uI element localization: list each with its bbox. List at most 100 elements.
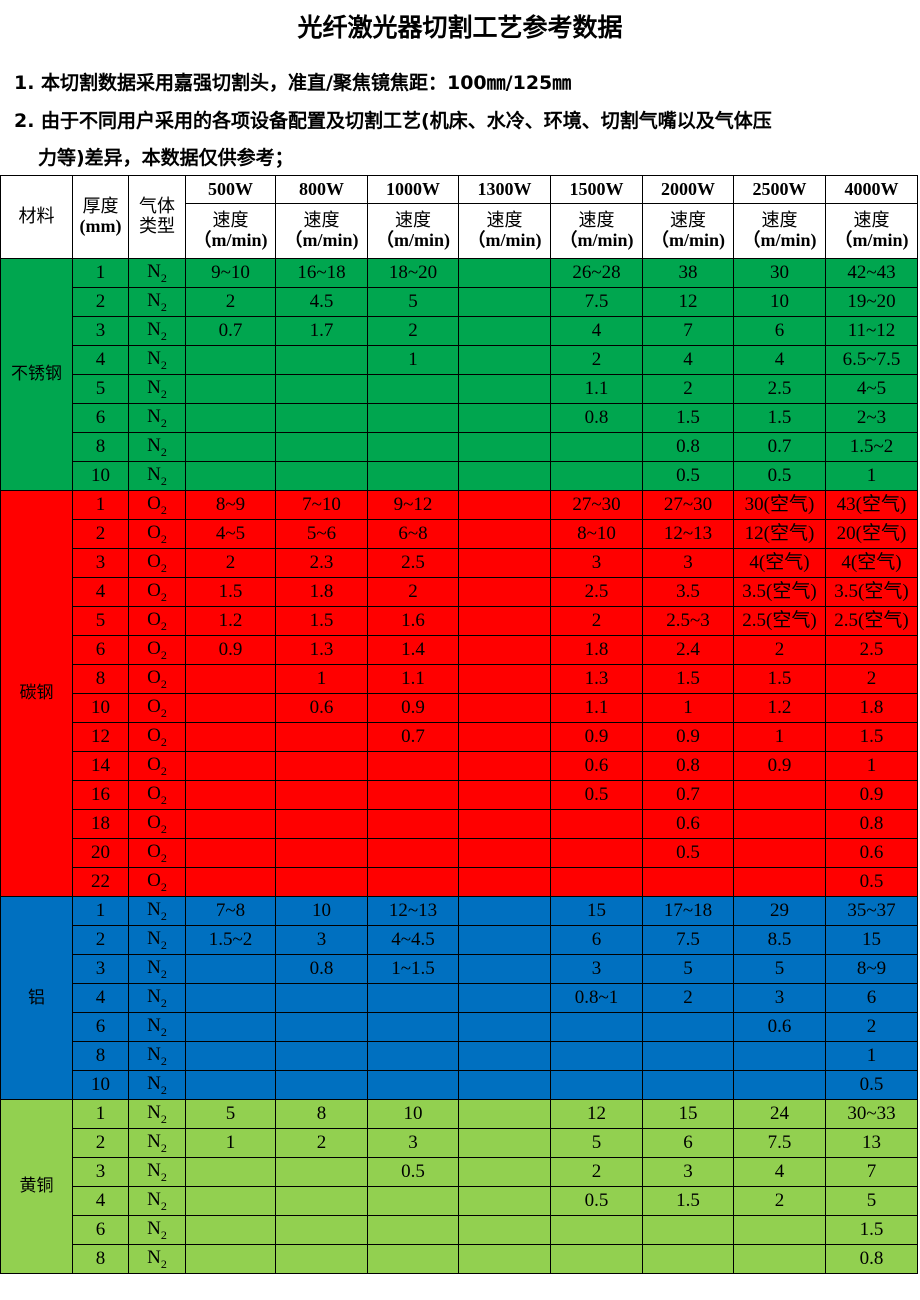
speed-cell xyxy=(185,374,276,404)
gas-cell: O2 xyxy=(128,809,186,839)
thickness-cell: 3 xyxy=(72,316,129,346)
speed-cell xyxy=(550,1215,643,1245)
gas-subscript: 2 xyxy=(160,1169,167,1184)
speed-cell: 1 xyxy=(825,751,918,781)
speed-cell xyxy=(185,954,276,984)
header-speed-label: 速度 xyxy=(578,210,615,232)
header-thickness-label: 厚度 xyxy=(82,196,119,218)
page-title: 光纤激光器切割工艺参考数据 xyxy=(297,13,623,42)
gas-subscript: 2 xyxy=(160,473,167,488)
header-speed-unit: （m/min) xyxy=(284,230,359,250)
speed-cell xyxy=(733,838,826,868)
table-row: 2 O2 4~5 5~6 6~8 8~10 12~13 12(空气) 20(空气) xyxy=(0,519,918,549)
speed-cell: 2 xyxy=(825,1012,918,1042)
speed-cell: 0.9 xyxy=(733,751,826,781)
speed-cell: 1 xyxy=(825,1041,918,1071)
thickness-cell: 10 xyxy=(72,693,129,723)
material-cell: 碳钢 xyxy=(0,490,73,897)
speed-cell xyxy=(367,1041,459,1071)
speed-cell xyxy=(642,867,734,897)
gas-subscript: 2 xyxy=(160,705,167,720)
header-speed-label: 速度 xyxy=(761,210,798,232)
gas-subscript: 2 xyxy=(160,908,167,923)
gas-symbol: N xyxy=(147,260,161,282)
speed-cell xyxy=(275,432,368,462)
table-row: 10 N2 0.5 xyxy=(0,1070,918,1100)
speed-cell: 2.5 xyxy=(367,548,459,578)
speed-cell: 6 xyxy=(733,316,826,346)
header-speed-label: 速度 xyxy=(670,210,706,232)
speed-cell: 0.6 xyxy=(642,809,734,839)
speed-cell xyxy=(458,1070,551,1100)
table-row: 6 O2 0.9 1.3 1.4 1.8 2.4 2 2.5 xyxy=(0,635,918,665)
speed-cell: 5 xyxy=(367,287,459,317)
speed-cell xyxy=(185,1157,276,1187)
table-row: 8 O2 1 1.1 1.3 1.5 1.5 2 xyxy=(0,664,918,694)
gas-cell: O2 xyxy=(128,635,186,665)
speed-cell: 6~8 xyxy=(367,519,459,549)
speed-cell xyxy=(458,548,551,578)
speed-cell: 13 xyxy=(825,1128,918,1158)
thickness-cell: 20 xyxy=(72,838,129,868)
gas-subscript: 2 xyxy=(160,1053,167,1068)
speed-cell xyxy=(458,519,551,549)
table-body: 不锈钢 1 N2 9~10 16~18 18~20 26~28 38 30 42~43 2 N2 2 4.… xyxy=(0,258,918,1274)
speed-cell: 20(空气) xyxy=(825,519,918,549)
speed-cell: 0.9 xyxy=(367,693,459,723)
speed-cell: 0.5 xyxy=(825,867,918,897)
speed-cell xyxy=(458,751,551,781)
speed-cell: 7~10 xyxy=(275,490,368,520)
speed-cell: 8~9 xyxy=(185,490,276,520)
speed-cell xyxy=(458,490,551,520)
speed-cell: 27~30 xyxy=(642,490,734,520)
thickness-cell: 5 xyxy=(72,374,129,404)
speed-cell xyxy=(642,1070,734,1100)
speed-cell: 4~5 xyxy=(185,519,276,549)
speed-cell: 12~13 xyxy=(642,519,734,549)
thickness-cell: 3 xyxy=(72,548,129,578)
speed-cell: 0.9 xyxy=(550,722,643,752)
speed-cell xyxy=(185,1215,276,1245)
speed-cell: 7.5 xyxy=(642,925,734,955)
gas-symbol: N xyxy=(147,289,161,311)
speed-cell xyxy=(458,287,551,317)
gas-subscript: 2 xyxy=(160,1082,167,1097)
speed-cell xyxy=(367,1070,459,1100)
gas-cell: N2 xyxy=(128,345,186,375)
speed-cell xyxy=(275,838,368,868)
thickness-cell: 6 xyxy=(72,1012,129,1042)
speed-cell: 15 xyxy=(825,925,918,955)
table-row: 3 N2 0.8 1~1.5 3 5 5 8~9 xyxy=(0,954,918,984)
gas-cell: N2 xyxy=(128,432,186,462)
speed-cell xyxy=(458,809,551,839)
speed-cell: 1~1.5 xyxy=(367,954,459,984)
speed-cell xyxy=(367,374,459,404)
gas-cell: O2 xyxy=(128,519,186,549)
speed-cell: 12~13 xyxy=(367,896,459,926)
speed-cell: 3.5 xyxy=(642,577,734,607)
gas-cell: O2 xyxy=(128,548,186,578)
speed-cell: 2.5(空气) xyxy=(825,606,918,636)
speed-cell: 0.9 xyxy=(185,635,276,665)
speed-cell: 0.7 xyxy=(642,780,734,810)
note-1: 1. 本切割数据采用嘉强切割头，准直/聚焦镜焦距：100㎜/125㎜ xyxy=(14,72,572,94)
speed-cell: 0.5 xyxy=(642,461,734,491)
speed-cell: 2.4 xyxy=(642,635,734,665)
speed-cell: 0.6 xyxy=(825,838,918,868)
speed-cell xyxy=(458,316,551,346)
speed-cell: 5~6 xyxy=(275,519,368,549)
speed-cell: 4.5 xyxy=(275,287,368,317)
gas-subscript: 2 xyxy=(160,560,167,575)
speed-cell xyxy=(458,258,551,288)
gas-subscript: 2 xyxy=(160,531,167,546)
gas-subscript: 2 xyxy=(160,995,167,1010)
table-row: 8 N2 0.8 0.7 1.5~2 xyxy=(0,432,918,462)
gas-subscript: 2 xyxy=(160,821,167,836)
thickness-cell: 6 xyxy=(72,635,129,665)
gas-cell: N2 xyxy=(128,1157,186,1187)
speed-cell: 1.7 xyxy=(275,316,368,346)
header-speed: 速度 （m/min) xyxy=(367,203,459,259)
gas-subscript: 2 xyxy=(160,618,167,633)
speed-cell: 1.3 xyxy=(275,635,368,665)
header-gas-label-2: 类型 xyxy=(139,216,175,237)
